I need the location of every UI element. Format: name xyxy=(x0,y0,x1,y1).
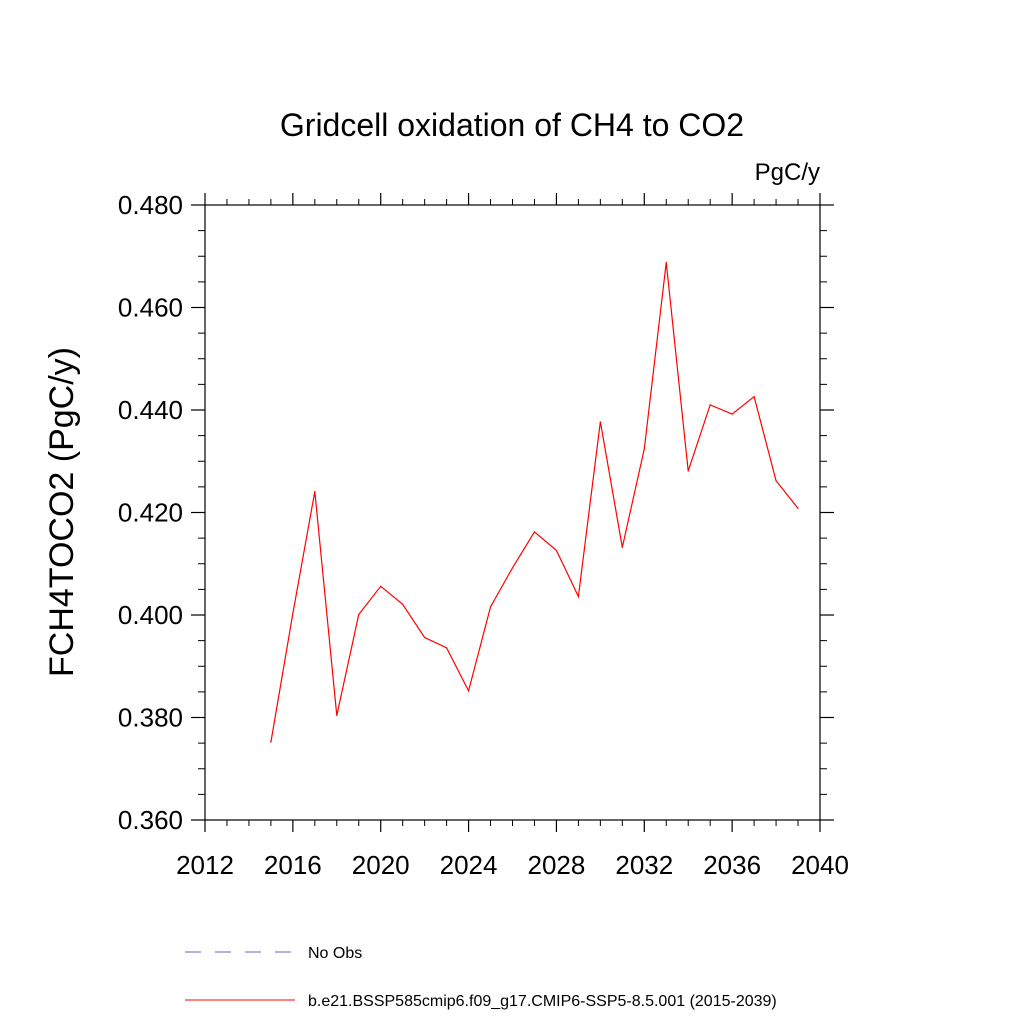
y-tick-label: 0.380 xyxy=(118,703,183,733)
x-axis: 2012 2016 2020 2024 2028 2032 2036 2040 xyxy=(176,193,849,880)
y-tick-label: 0.460 xyxy=(118,293,183,323)
x-tick-label: 2016 xyxy=(264,850,322,880)
y-axis: 0.360 0.380 0.400 0.420 0.440 0.460 0.480 xyxy=(118,190,834,835)
legend-label: b.e21.BSSP585cmip6.f09_g17.CMIP6-SSP5-8.… xyxy=(308,993,777,1010)
data-point xyxy=(336,714,338,717)
data-point xyxy=(621,546,623,548)
x-tick-label: 2028 xyxy=(528,850,586,880)
data-point xyxy=(358,613,360,616)
legend-label: No Obs xyxy=(308,945,362,962)
y-tick-label: 0.420 xyxy=(118,498,183,528)
x-tick-label: 2040 xyxy=(791,850,849,880)
data-point xyxy=(533,531,536,533)
x-tick-label: 2032 xyxy=(615,850,673,880)
y-tick-label: 0.360 xyxy=(118,805,183,835)
data-point xyxy=(753,396,755,398)
data-point xyxy=(424,636,426,639)
data-point xyxy=(380,585,382,587)
data-point xyxy=(643,448,645,450)
legend: No Obs b.e21.BSSP585cmip6.f09_g17.CMIP6-S… xyxy=(185,945,777,1010)
data-point xyxy=(555,549,558,552)
data-point xyxy=(775,480,777,482)
y-tick-label: 0.400 xyxy=(118,600,183,630)
data-point xyxy=(709,404,711,406)
y-tick-label: 0.480 xyxy=(118,190,183,220)
y-axis-label: FCH4TOCO2 (PgC/y) xyxy=(43,347,81,677)
data-point xyxy=(665,261,667,263)
data-point xyxy=(599,421,601,423)
data-point xyxy=(467,690,470,692)
data-point xyxy=(511,567,514,569)
x-tick-label: 2036 xyxy=(703,850,761,880)
data-point xyxy=(687,470,689,472)
plot-frame xyxy=(204,204,821,821)
plot-area xyxy=(270,261,799,743)
data-point xyxy=(402,603,404,605)
data-point xyxy=(577,595,579,598)
x-tick-label: 2012 xyxy=(176,850,234,880)
data-point xyxy=(292,612,294,615)
data-point xyxy=(314,490,316,493)
data-point xyxy=(446,647,448,649)
y-tick-label: 0.440 xyxy=(118,395,183,425)
chart-title: Gridcell oxidation of CH4 to CO2 xyxy=(280,107,744,143)
x-tick-label: 2020 xyxy=(352,850,410,880)
data-point xyxy=(489,606,492,608)
series-line xyxy=(270,262,799,743)
data-point xyxy=(731,413,733,415)
x-tick-label: 2024 xyxy=(440,850,498,880)
data-point xyxy=(270,741,272,743)
units-label: PgC/y xyxy=(755,159,820,186)
data-point xyxy=(797,507,799,509)
